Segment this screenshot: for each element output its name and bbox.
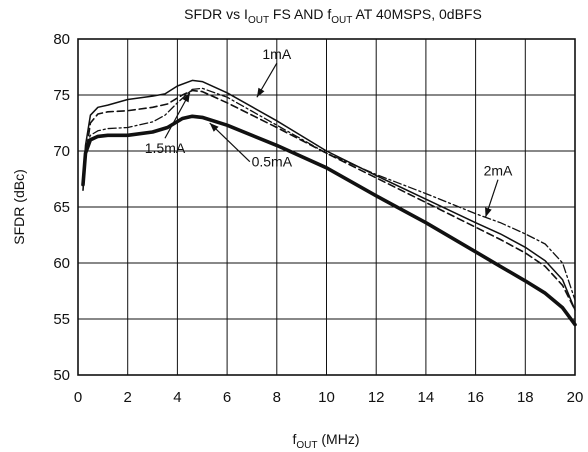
annotation-arrowhead bbox=[256, 87, 265, 98]
grid-lines bbox=[78, 39, 575, 375]
x-tick-label: 18 bbox=[517, 389, 534, 406]
y-tick-label: 75 bbox=[53, 87, 70, 104]
y-tick-label: 55 bbox=[53, 311, 70, 328]
series-line-1mA bbox=[82, 79, 576, 311]
annotation-leader bbox=[209, 122, 251, 163]
series-line-0.5mA bbox=[81, 114, 577, 327]
x-tick-label: 2 bbox=[124, 389, 132, 406]
x-tick-label: 12 bbox=[368, 389, 385, 406]
annotation-arrowhead bbox=[485, 207, 492, 218]
annotation-arrowhead bbox=[209, 123, 219, 132]
y-tick-label: 50 bbox=[53, 367, 70, 384]
y-axis-label: SFDR (dBc) bbox=[11, 169, 27, 244]
x-axis-label: fOUT (MHz) bbox=[293, 431, 360, 451]
plot-frame bbox=[77, 38, 576, 376]
x-tick-label: 0 bbox=[74, 389, 82, 406]
series-line-1.5mA bbox=[82, 89, 576, 311]
annotations: 1mA 1.5mA 0.5mA 2mA bbox=[145, 46, 513, 218]
x-tick-label: 14 bbox=[418, 389, 435, 406]
x-tick-label: 6 bbox=[223, 389, 231, 406]
y-tick-label: 70 bbox=[53, 143, 70, 160]
chart-title: SFDR vs IOUT FS AND fOUT AT 40MSPS, 0dBF… bbox=[184, 6, 482, 26]
annotation-label: 0.5mA bbox=[252, 154, 293, 170]
series-layer bbox=[81, 79, 577, 327]
tick-labels: 0 2 4 6 8 10 12 14 16 18 20 50 55 60 65 70 75 80 bbox=[53, 31, 583, 406]
annotation-label: 1mA bbox=[262, 46, 291, 62]
x-tick-label: 4 bbox=[173, 389, 181, 406]
x-tick-label: 10 bbox=[318, 389, 335, 406]
x-tick-label: 20 bbox=[567, 389, 584, 406]
x-tick-label: 16 bbox=[467, 389, 484, 406]
annotation-label: 1.5mA bbox=[145, 140, 186, 156]
y-tick-label: 60 bbox=[53, 255, 70, 272]
y-tick-label: 80 bbox=[53, 31, 70, 48]
x-tick-label: 8 bbox=[273, 389, 281, 406]
annotation-label: 2mA bbox=[484, 163, 513, 179]
annotation-arrowhead bbox=[182, 92, 190, 103]
series-line-2mA bbox=[82, 87, 576, 301]
y-tick-label: 65 bbox=[53, 199, 70, 216]
